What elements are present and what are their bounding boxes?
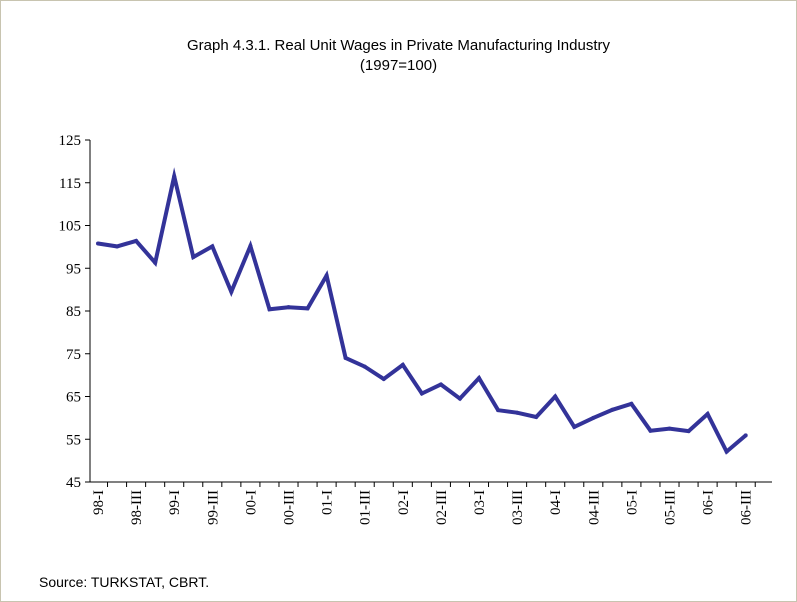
- x-tick-label: 01-I: [320, 490, 336, 515]
- chart-title: Graph 4.3.1. Real Unit Wages in Private …: [187, 37, 610, 54]
- x-tick-label: 05-III: [663, 490, 679, 525]
- data-point: [115, 244, 120, 249]
- x-tick-label: 03-I: [472, 490, 488, 515]
- data-point: [419, 391, 424, 396]
- data-point: [134, 238, 139, 243]
- data-point: [267, 307, 272, 312]
- data-point: [610, 407, 615, 412]
- data-point: [591, 415, 596, 420]
- data-point: [381, 376, 386, 381]
- data-point: [248, 244, 253, 249]
- x-tick-label: 03-III: [510, 490, 526, 525]
- x-tick-label: 99-I: [167, 490, 183, 515]
- data-point: [496, 408, 501, 413]
- data-point: [534, 415, 539, 420]
- data-point: [667, 426, 672, 431]
- data-point: [705, 412, 710, 417]
- data-point: [477, 376, 481, 381]
- data-point: [515, 410, 520, 415]
- data-point: [362, 364, 367, 369]
- x-tick-label: 06-III: [739, 490, 755, 525]
- data-point: [572, 424, 577, 429]
- y-tick-label: 105: [59, 219, 82, 235]
- data-point: [743, 433, 748, 438]
- x-tick-label: 05-I: [624, 490, 640, 515]
- data-point: [286, 305, 291, 310]
- data-point: [686, 429, 691, 434]
- source-note: Source: TURKSTAT, CBRT.: [39, 574, 210, 590]
- data-point: [210, 244, 215, 249]
- x-tick-label: 98-I: [91, 490, 107, 515]
- x-tick-label: 06-I: [701, 490, 717, 515]
- x-tick-label: 01-III: [358, 490, 374, 525]
- data-point: [343, 356, 348, 361]
- x-tick-label: 00-I: [243, 490, 259, 515]
- data-point: [553, 394, 558, 399]
- chart-subtitle: (1997=100): [359, 57, 438, 74]
- y-tick-label: 55: [66, 432, 81, 448]
- x-tick-label: 02-I: [396, 490, 412, 515]
- y-tick-label: 45: [66, 475, 81, 491]
- y-tick-label: 75: [66, 347, 81, 363]
- data-point: [648, 428, 653, 433]
- data-point: [229, 289, 234, 294]
- data-point: [172, 174, 177, 179]
- x-tick-label: 99-III: [205, 490, 221, 525]
- x-tick-label: 98-III: [129, 490, 145, 525]
- series-line-0: [97, 167, 747, 455]
- data-point: [457, 396, 462, 401]
- data-point: [191, 255, 196, 260]
- y-tick-label: 65: [66, 390, 81, 406]
- data-point: [629, 401, 634, 406]
- x-tick-label: 00-III: [282, 490, 298, 525]
- data-point: [153, 260, 158, 265]
- data-point: [305, 306, 310, 311]
- y-tick-label: 125: [59, 133, 82, 149]
- data-point: [324, 273, 329, 278]
- y-tick-label: 115: [59, 176, 81, 192]
- y-tick-label: 95: [66, 261, 81, 277]
- data-point: [438, 382, 443, 387]
- x-tick-label: 04-I: [548, 490, 564, 515]
- data-point: [724, 449, 729, 454]
- x-tick-label: 02-III: [434, 490, 450, 525]
- x-tick-label: 04-III: [586, 490, 602, 525]
- data-point: [96, 241, 100, 246]
- data-point: [400, 362, 405, 367]
- y-tick-label: 85: [66, 304, 81, 320]
